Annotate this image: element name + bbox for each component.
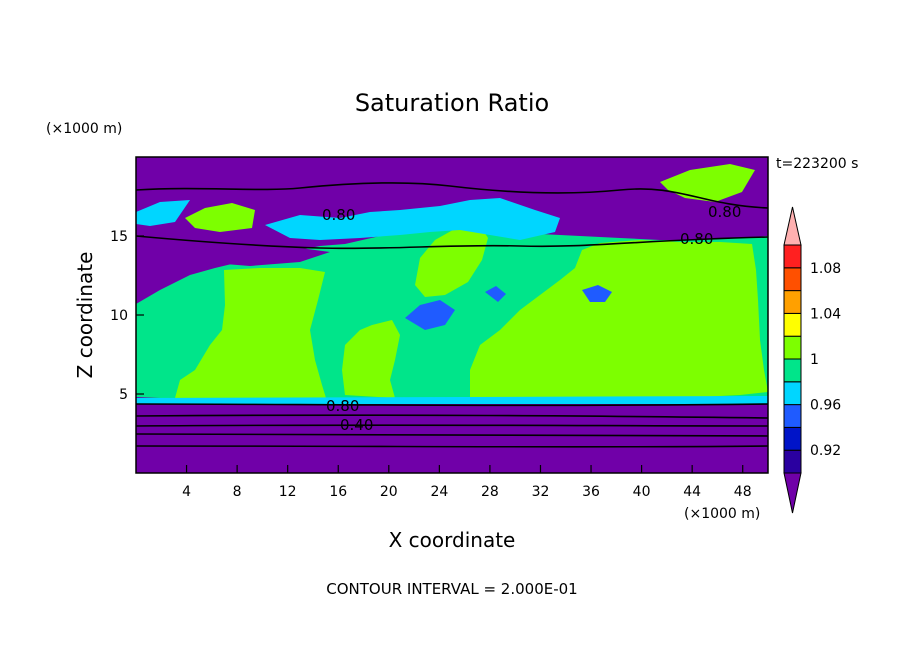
colorbar: 0.92 0.96 1 1.04 1.08 [783,206,841,514]
colorbar-segment [783,449,802,474]
colorbar-tick-label: 1 [810,352,819,368]
x-tick-label: 24 [430,484,448,500]
contour-label: 0.80 [708,203,741,221]
colorbar-segment [783,290,802,314]
x-axis-label: X coordinate [389,528,516,552]
x-tick-label: 44 [683,484,701,500]
x-axis-unit: (×1000 m) [684,506,760,522]
contour-label-group: 0.80 0.80 0.80 0.80 0.40 [322,203,741,434]
colorbar-segment [783,426,802,451]
colorbar-tick-label: 1.04 [810,306,841,322]
x-tick-label: 32 [532,484,550,500]
contour-label: 0.80 [680,230,713,248]
chart-title: Saturation Ratio [355,89,549,117]
y-axis-unit: (×1000 m) [46,121,122,137]
contour-label: 0.80 [322,206,355,224]
x-tick-label: 8 [233,484,242,500]
x-tick-label: 12 [279,484,297,500]
field-region-cyan [136,198,768,404]
contour-lines [136,182,768,448]
contour-interval-footer: CONTOUR INTERVAL = 2.000E-01 [326,580,577,598]
contour-label: 0.40 [340,416,373,434]
y-tick-label: 10 [110,308,128,324]
y-tick-label: 15 [110,229,128,245]
time-label: t=223200 s [776,156,858,172]
colorbar-segment [783,244,802,269]
colorbar-segment [783,404,802,428]
colorbar-segment [783,358,802,383]
x-tick-label: 16 [329,484,347,500]
field-region-saturated [175,164,768,399]
x-tick-label: 48 [734,484,752,500]
y-axis-label: Z coordinate [73,252,97,379]
x-tick-label: 40 [633,484,651,500]
x-tick-label: 36 [582,484,600,500]
plot-area: 0.80 0.80 0.80 0.80 0.40 [136,157,768,473]
colorbar-segment [783,267,802,292]
colorbar-tick-label: 1.08 [810,261,841,277]
y-axis-ticks: 5 10 15 [110,229,144,403]
contour-label: 0.80 [326,397,359,415]
x-tick-label: 28 [481,484,499,500]
field-region-blue [405,285,612,330]
colorbar-segment [783,335,802,360]
colorbar-under-arrow [783,472,802,514]
colorbar-over-arrow [783,206,802,246]
x-axis-ticks: 4 8 12 16 20 24 28 32 36 40 44 48 [182,465,752,500]
colorbar-tick-label: 0.92 [810,443,841,459]
x-tick-label: 20 [380,484,398,500]
x-tick-label: 4 [182,484,191,500]
colorbar-segment [783,381,802,406]
colorbar-tick-label: 0.96 [810,398,841,414]
y-tick-label: 5 [119,387,128,403]
colorbar-segment [783,312,802,337]
field-region-dry-band [136,230,330,266]
